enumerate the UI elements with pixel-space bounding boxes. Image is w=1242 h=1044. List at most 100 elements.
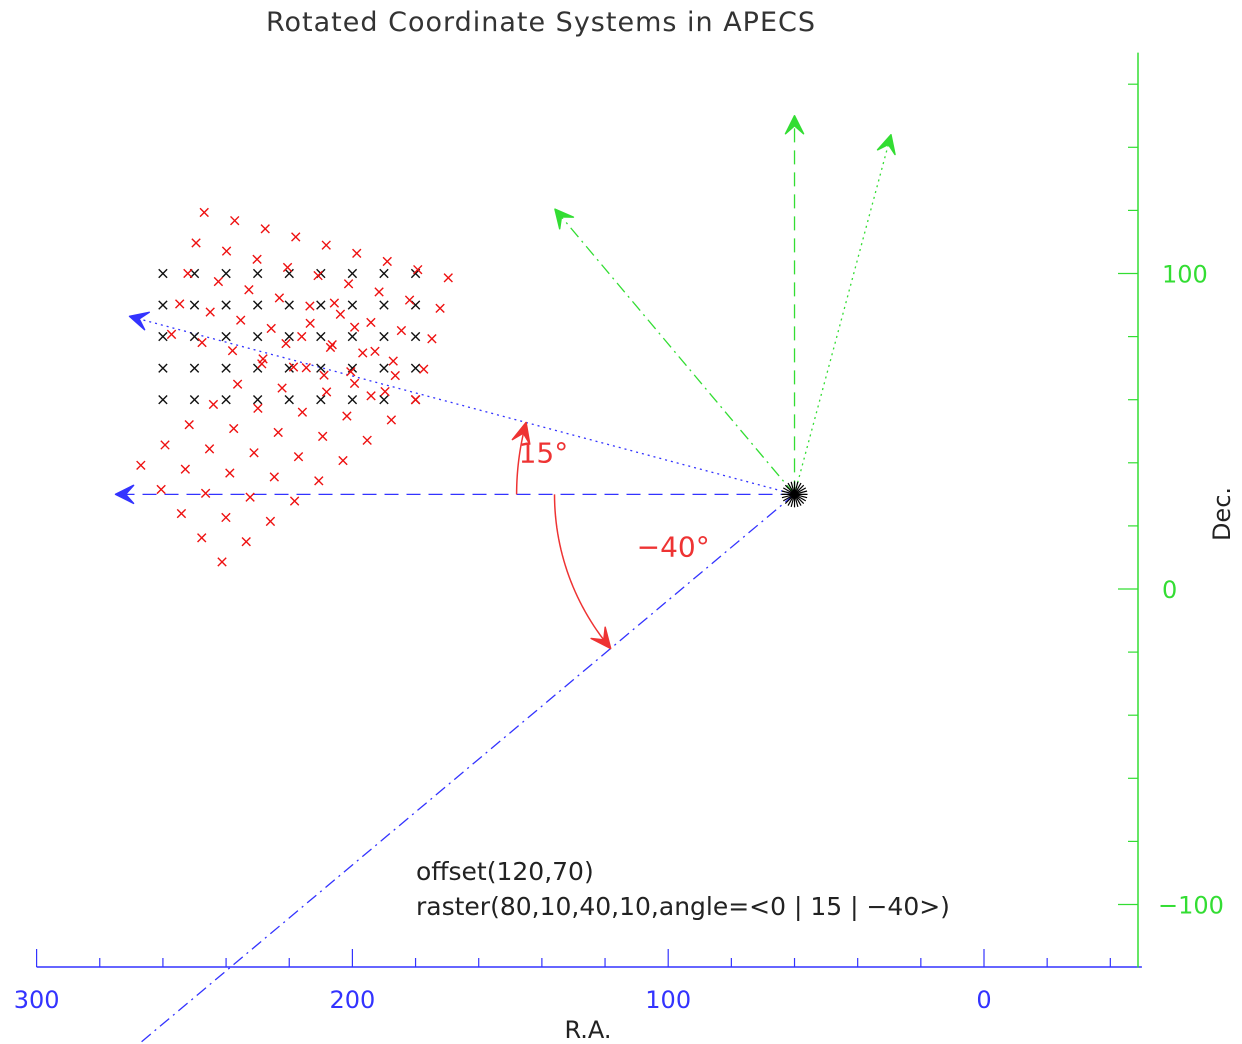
x-tick-label: 200: [329, 986, 375, 1014]
raster-point: [158, 331, 168, 342]
raster-point: [288, 362, 299, 372]
raster-point: [435, 303, 445, 313]
raster-point: [347, 395, 358, 405]
raster-point: [260, 224, 270, 234]
offset-annotation: offset(120,70): [416, 857, 594, 886]
raster-point: [175, 299, 185, 309]
raster-point: [284, 331, 294, 342]
y-tick-label: −100: [1158, 892, 1224, 920]
raster-point: [236, 315, 246, 325]
raster-point: [347, 300, 358, 310]
raster-point: [388, 356, 398, 366]
raster-point: [191, 238, 201, 248]
raster-point: [156, 484, 166, 495]
raster-point: [225, 468, 235, 478]
raster-point: [277, 383, 287, 393]
raster-point: [189, 331, 200, 342]
raster-point: [273, 427, 283, 438]
raster-point: [252, 268, 263, 279]
center-star-icon: [781, 481, 808, 508]
raster-point: [366, 317, 376, 328]
raster-point: [269, 472, 279, 482]
raster-point: [379, 268, 389, 279]
angle-arcs: 15° −40°: [511, 421, 710, 650]
raster-point: [180, 464, 191, 474]
raster-point: [379, 363, 389, 373]
raster-point: [396, 325, 407, 336]
raster-point: [221, 300, 231, 310]
raster-point: [253, 403, 263, 414]
raster-point: [227, 346, 238, 356]
arrowhead-icon: [128, 311, 150, 331]
raster-point: [362, 435, 372, 445]
raster-point: [197, 533, 207, 543]
raster-point: [347, 268, 358, 279]
x-tick-label: 300: [14, 986, 60, 1014]
raster-point: [329, 298, 340, 308]
raster-point: [321, 240, 331, 250]
ra-axis-arrow: [129, 315, 795, 495]
raster-point: [321, 387, 332, 397]
raster-point: [244, 285, 254, 295]
raster-point: [200, 488, 211, 499]
raster-point: [390, 370, 400, 381]
raster-point: [366, 391, 376, 401]
raster-point: [266, 323, 276, 334]
x-tick-label: 0: [976, 986, 991, 1014]
arc-arrowhead-icon: [590, 626, 612, 650]
raster-point: [158, 395, 168, 405]
arrowhead-icon: [876, 133, 896, 156]
arrowhead-icon: [114, 484, 135, 505]
raster-point: [230, 215, 240, 226]
raster-point: [229, 423, 239, 434]
angle-label: −40°: [637, 530, 710, 563]
raster-point: [382, 256, 392, 267]
raster-point: [443, 273, 453, 283]
dec-axis-arrow: [554, 208, 796, 495]
raster-point: [289, 496, 300, 506]
raster-point: [221, 395, 231, 405]
raster-point: [217, 557, 227, 567]
raster-point: [380, 386, 390, 397]
raster-point: [305, 301, 315, 311]
raster-point: [252, 300, 263, 310]
raster-point: [352, 248, 362, 258]
raster-point: [327, 340, 337, 350]
raster-point: [184, 420, 194, 430]
raster-point: [410, 363, 421, 373]
raster-point: [166, 329, 177, 340]
raster-point: [158, 363, 168, 373]
angle-arc: [553, 494, 612, 649]
raster-point: [297, 407, 308, 417]
raster-point: [158, 300, 168, 310]
raster-point: [335, 309, 346, 319]
raster-point: [189, 363, 200, 373]
raster-point: [197, 337, 207, 348]
x-axis-title: R.A.: [564, 1016, 611, 1044]
raster-markers: [136, 207, 453, 567]
raster-point: [208, 399, 219, 410]
raster-point: [404, 295, 415, 305]
arrowhead-icon: [554, 208, 575, 230]
raster-point: [265, 516, 276, 527]
raster-annotation: raster(80,10,40,10,angle=<0 | 15 | −40>): [416, 892, 950, 921]
raster-point: [410, 395, 421, 405]
raster-point: [189, 395, 200, 405]
angle-label: 15°: [519, 436, 569, 469]
raster-point: [419, 364, 429, 374]
raster-point: [252, 331, 263, 342]
y-tick-label: 100: [1162, 261, 1208, 289]
raster-point: [257, 359, 267, 369]
raster-point: [221, 512, 231, 523]
raster-point: [284, 395, 294, 405]
arrowhead-icon: [784, 115, 805, 135]
raster-point: [282, 262, 293, 273]
raster-point: [314, 476, 324, 486]
raster-point: [342, 411, 352, 421]
raster-point: [136, 460, 146, 470]
raster-point: [338, 455, 348, 466]
axis-arrows: [114, 115, 896, 1044]
raster-point: [249, 448, 259, 458]
y-tick-label: 0: [1162, 576, 1177, 604]
